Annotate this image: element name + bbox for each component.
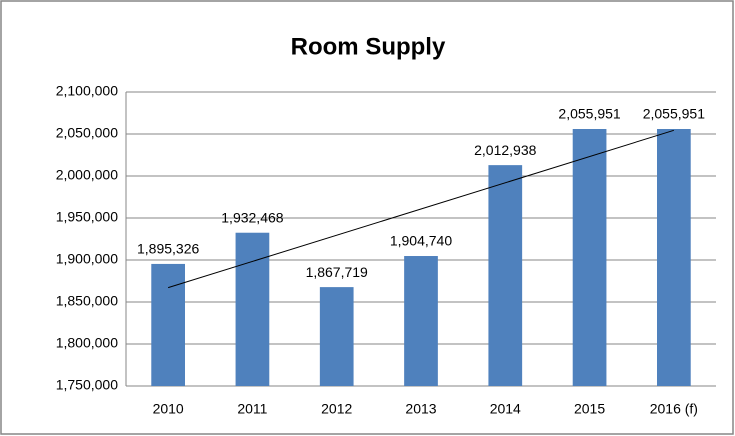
bar [657, 129, 691, 386]
bar [404, 256, 438, 386]
y-tick-label: 1,850,000 [56, 293, 118, 309]
data-label: 1,904,740 [390, 233, 452, 249]
trendline [167, 129, 675, 289]
bar [488, 165, 523, 386]
x-tick-label: 2014 [490, 401, 521, 417]
data-label: 2,012,938 [474, 142, 536, 158]
y-tick-label: 1,800,000 [56, 335, 118, 351]
data-label: 2,055,951 [643, 106, 705, 122]
x-tick-label: 2011 [237, 401, 267, 417]
bar [235, 232, 270, 386]
bar [319, 287, 354, 386]
y-tick-label: 2,100,000 [56, 83, 118, 99]
y-tick-label: 1,750,000 [56, 377, 118, 393]
x-tick-label: 2013 [405, 401, 436, 417]
x-tick-label: 2016 (f) [650, 401, 698, 417]
data-label: 1,932,468 [221, 209, 283, 225]
data-label: 2,055,951 [558, 106, 620, 122]
y-tick-label: 1,950,000 [56, 209, 118, 225]
x-tick-label: 2015 [574, 401, 605, 417]
y-tick-label: 2,050,000 [56, 125, 118, 141]
x-tick-label: 2010 [153, 401, 184, 417]
y-tick-label: 2,000,000 [56, 167, 118, 183]
bar [151, 263, 185, 386]
data-label: 1,895,326 [137, 241, 199, 257]
x-tick-label: 2012 [321, 401, 352, 417]
bar [572, 129, 607, 386]
data-label: 1,867,719 [306, 264, 368, 280]
chart-title: Room Supply [291, 33, 446, 60]
y-tick-label: 1,900,000 [56, 251, 118, 267]
